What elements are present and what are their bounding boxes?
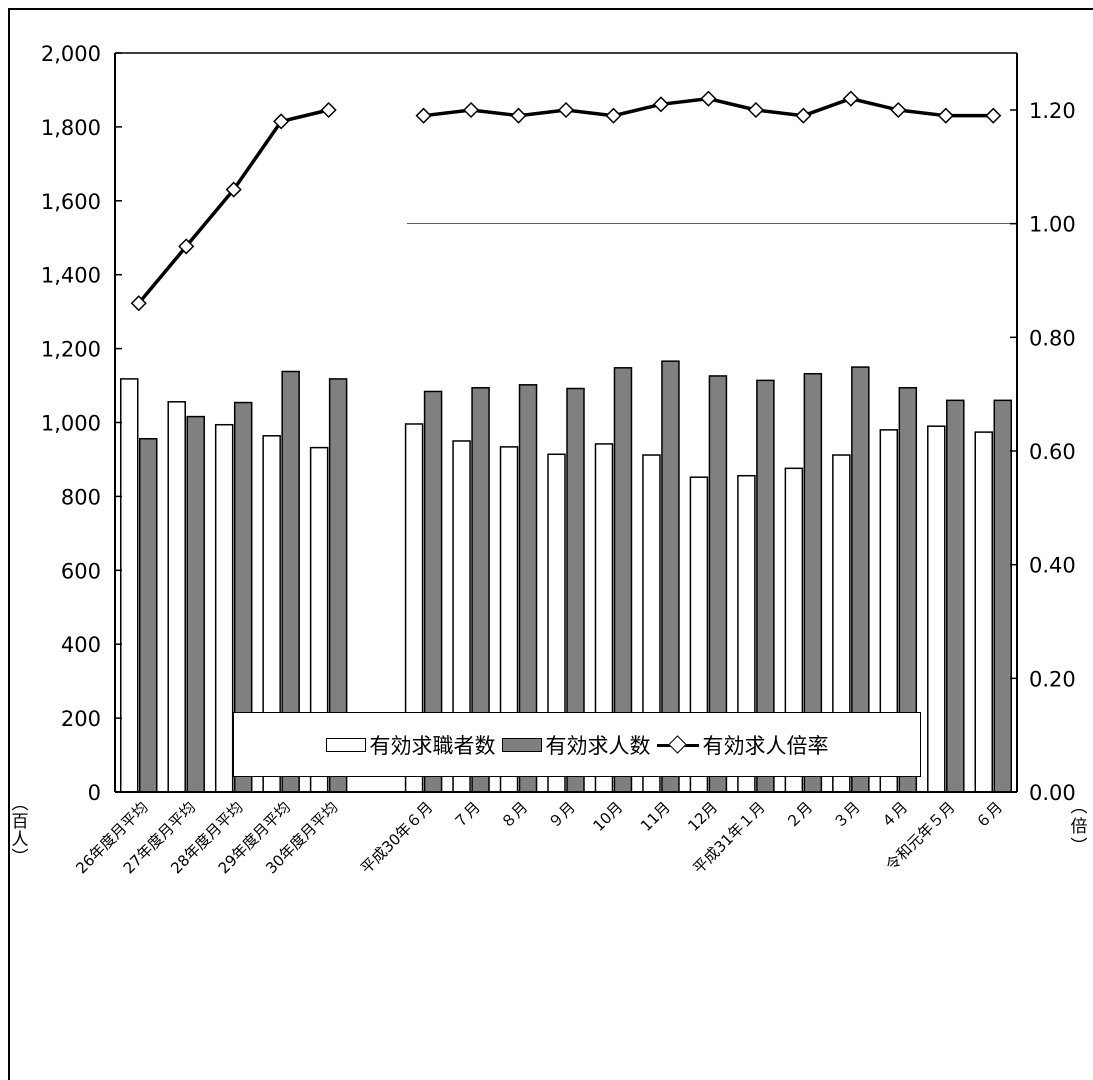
- left-tick-label: 1,800: [41, 116, 101, 140]
- ratio-line: [137, 108, 330, 305]
- right-tick-label: 0.60: [1029, 440, 1076, 464]
- ratio-point: [320, 101, 337, 119]
- left-tick-label: 400: [61, 633, 101, 657]
- ratio-point: [605, 107, 622, 124]
- ratio-point: [130, 295, 147, 312]
- left-tick-label: 2,000: [41, 42, 101, 66]
- left-unit-char: 人: [12, 830, 29, 850]
- category-label: ４月: [877, 798, 911, 832]
- left-tick-label: 1,400: [41, 264, 101, 288]
- right-unit-char: ︶: [1071, 837, 1088, 857]
- right-tick-label: 0.20: [1029, 667, 1076, 691]
- ratio-point: [652, 96, 670, 113]
- ratio-point: [985, 107, 1002, 124]
- category-label: ３月: [830, 798, 864, 832]
- ratio-point: [700, 90, 717, 107]
- ratio-point: [415, 107, 432, 124]
- bar-job-seekers: [167, 401, 186, 793]
- left-tick-label: 0: [88, 781, 101, 805]
- category-label: ９月: [545, 798, 579, 832]
- left-unit-char: ︶: [12, 848, 29, 868]
- left-tick-label: 800: [61, 485, 101, 509]
- ratio-point: [890, 101, 907, 119]
- ratio-point: [842, 90, 859, 107]
- bar-job-seekers: [974, 431, 994, 793]
- left-tick-label: 1,600: [41, 190, 101, 214]
- legend-swatch-gray: [501, 737, 542, 752]
- ratio-point: [557, 101, 575, 119]
- left-unit-char: ︵: [12, 794, 29, 814]
- bar-job-seekers: [214, 423, 234, 793]
- left-tick-label: 600: [61, 559, 101, 583]
- bar-job-seekers: [119, 378, 139, 793]
- legend-swatch-white: [325, 737, 366, 752]
- bar-job-offers: [186, 415, 205, 793]
- category-label: ７月: [450, 798, 484, 832]
- legend: 有効求職者数 有効求人数 有効求人倍率: [233, 712, 921, 777]
- category-label: 11月: [637, 798, 674, 835]
- legend-label: 有効求人数: [545, 733, 651, 758]
- category-label: 12月: [684, 798, 721, 835]
- right-unit-char: ︵: [1071, 797, 1088, 817]
- right-tick-label: 0.00: [1029, 781, 1076, 805]
- left-tick-label: 1,200: [41, 338, 101, 362]
- category-label: ８月: [497, 798, 531, 832]
- ratio-point: [747, 101, 764, 119]
- left-unit-char: 百: [12, 812, 29, 832]
- legend-item-job-seekers: 有効求職者数: [325, 730, 496, 760]
- category-label: 10月: [589, 798, 626, 835]
- left-unit-label: ︵百人︶: [12, 794, 29, 868]
- right-unit-label: ︵倍︶: [1071, 797, 1088, 857]
- legend-line-marker: [656, 734, 699, 755]
- ratio-point: [937, 107, 954, 124]
- category-label: 平成30年６月: [357, 798, 436, 877]
- ratio-point: [178, 238, 195, 255]
- legend-item-job-offers: 有効求人数: [501, 730, 651, 760]
- bar-job-offers: [946, 399, 965, 793]
- bar-job-offers: [138, 438, 158, 793]
- ratio-point: [510, 107, 527, 124]
- legend-label: 有効求人倍率: [702, 733, 829, 758]
- legend-item-ratio: 有効求人倍率: [656, 730, 829, 760]
- chart-frame: [8, 8, 1093, 1080]
- ratio-point: [795, 107, 812, 124]
- category-label: ６月: [972, 798, 1006, 832]
- left-tick-label: 1,000: [41, 412, 101, 436]
- right-tick-label: 1.20: [1029, 99, 1076, 123]
- bar-job-offers: [993, 399, 1013, 793]
- left-tick-label: 200: [61, 707, 101, 731]
- legend-label: 有効求職者数: [369, 733, 496, 758]
- ratio-point: [462, 101, 480, 119]
- right-unit-char: 倍: [1071, 817, 1088, 837]
- right-tick-label: 0.40: [1029, 554, 1076, 578]
- right-tick-label: 1.00: [1029, 213, 1076, 237]
- category-label: ２月: [782, 798, 816, 832]
- ratio-point: [225, 181, 242, 198]
- right-tick-label: 0.80: [1029, 326, 1076, 350]
- ratio-point: [273, 113, 290, 130]
- bar-job-seekers: [927, 425, 946, 793]
